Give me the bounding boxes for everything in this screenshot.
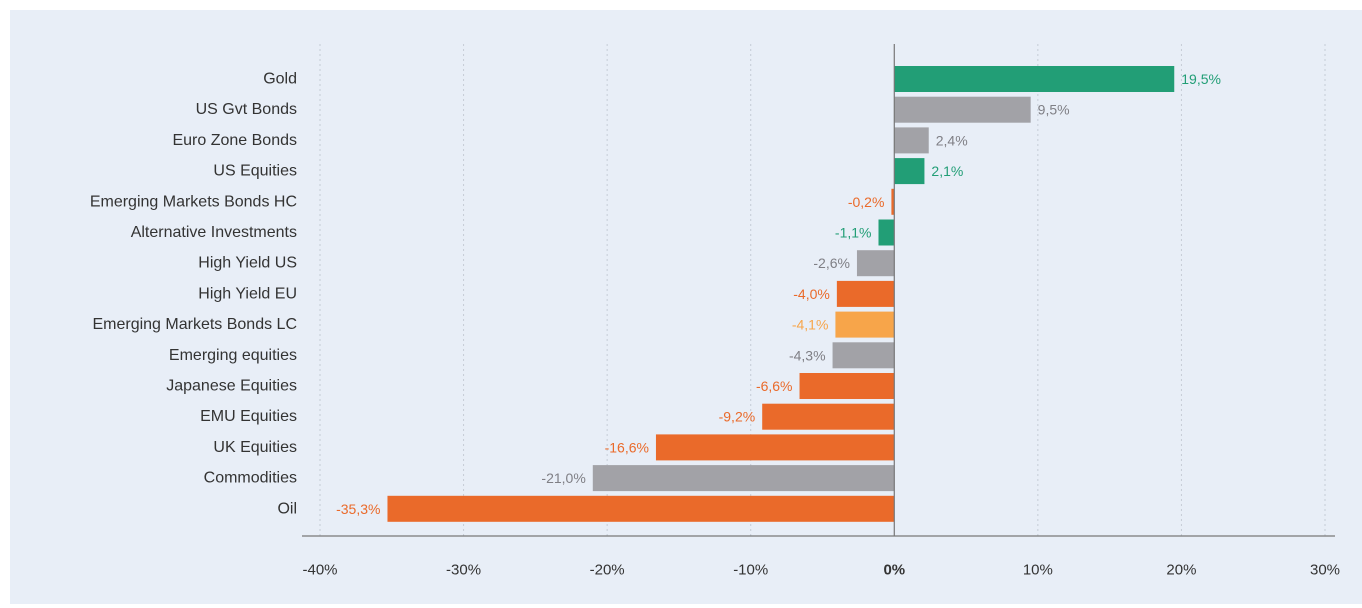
x-tick-label: 10% [1023, 562, 1053, 579]
category-label: UK Equities [213, 439, 297, 456]
bar [836, 280, 895, 307]
category-label: High Yield US [198, 255, 297, 272]
value-label: -16,6% [605, 439, 649, 455]
category-label: High Yield EU [198, 285, 297, 302]
value-label: -21,0% [541, 470, 585, 486]
x-tick-label: -40% [302, 562, 337, 579]
bar [832, 342, 895, 369]
value-label: -6,6% [756, 378, 793, 394]
value-label: 19,5% [1181, 71, 1221, 87]
value-label: -2,6% [813, 255, 850, 271]
bar [894, 158, 925, 185]
x-tick-label: -10% [733, 562, 768, 579]
bar [592, 465, 895, 492]
bar [894, 96, 1031, 123]
category-label: US Gvt Bonds [196, 101, 297, 118]
value-label: -4,1% [792, 317, 829, 333]
value-label: 2,1% [931, 163, 963, 179]
value-label: -1,1% [835, 225, 872, 241]
value-label: 2,4% [936, 132, 968, 148]
x-tick-label: 20% [1166, 562, 1196, 579]
x-tick-label: 0% [883, 562, 905, 579]
x-tick-label: 30% [1310, 562, 1340, 579]
value-label: 9,5% [1038, 102, 1070, 118]
bar [856, 250, 895, 277]
category-label: Euro Zone Bonds [172, 132, 297, 149]
bar-chart: Gold 19,5% US Gvt Bonds 9,5% Euro Zone Bonds… [90, 44, 1340, 579]
category-label: Emerging equities [169, 347, 297, 364]
value-label: -35,3% [336, 501, 380, 517]
bar [894, 66, 1175, 92]
bar [387, 495, 895, 522]
bar [878, 219, 895, 246]
category-label: Alternative Investments [131, 224, 297, 241]
bar [799, 373, 895, 399]
bar [894, 127, 929, 154]
category-label: Commodities [204, 470, 297, 487]
category-label: Oil [277, 500, 297, 517]
bar [762, 403, 895, 430]
x-tick-label: -20% [590, 562, 625, 579]
category-label: Emerging Markets Bonds HC [90, 193, 297, 210]
bar [835, 311, 895, 338]
value-label: -4,3% [789, 347, 826, 363]
value-label: -0,2% [848, 194, 885, 210]
category-label: Gold [263, 71, 297, 88]
x-tick-label: -30% [446, 562, 481, 579]
category-label: EMU Equities [200, 408, 297, 425]
bar [891, 188, 895, 215]
chart-panel: Gold 19,5% US Gvt Bonds 9,5% Euro Zone Bonds… [10, 10, 1362, 604]
value-label: -4,0% [793, 286, 830, 302]
value-label: -9,2% [719, 409, 756, 425]
category-label: Emerging Markets Bonds LC [92, 316, 297, 333]
bar [655, 434, 895, 461]
category-label: Japanese Equities [166, 378, 297, 395]
category-label: US Equities [213, 163, 297, 180]
